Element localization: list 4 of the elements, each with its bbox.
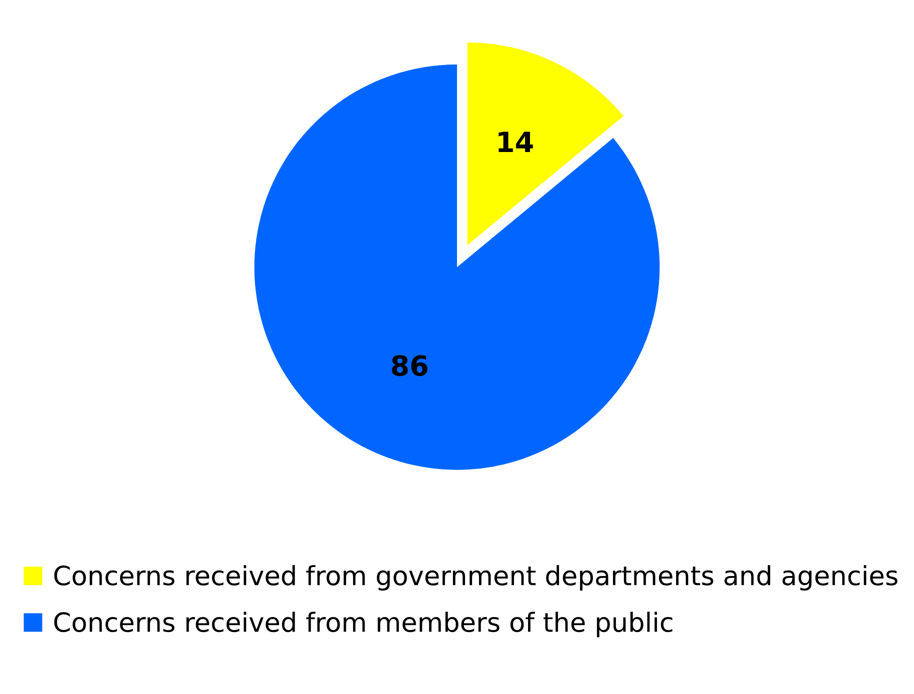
legend-label: Concerns received from members of the public <box>54 612 672 638</box>
data-label: 86 <box>392 355 428 376</box>
legend-label: Concerns received from government departments and agencies <box>54 565 898 591</box>
data-label: 14 <box>498 132 533 152</box>
